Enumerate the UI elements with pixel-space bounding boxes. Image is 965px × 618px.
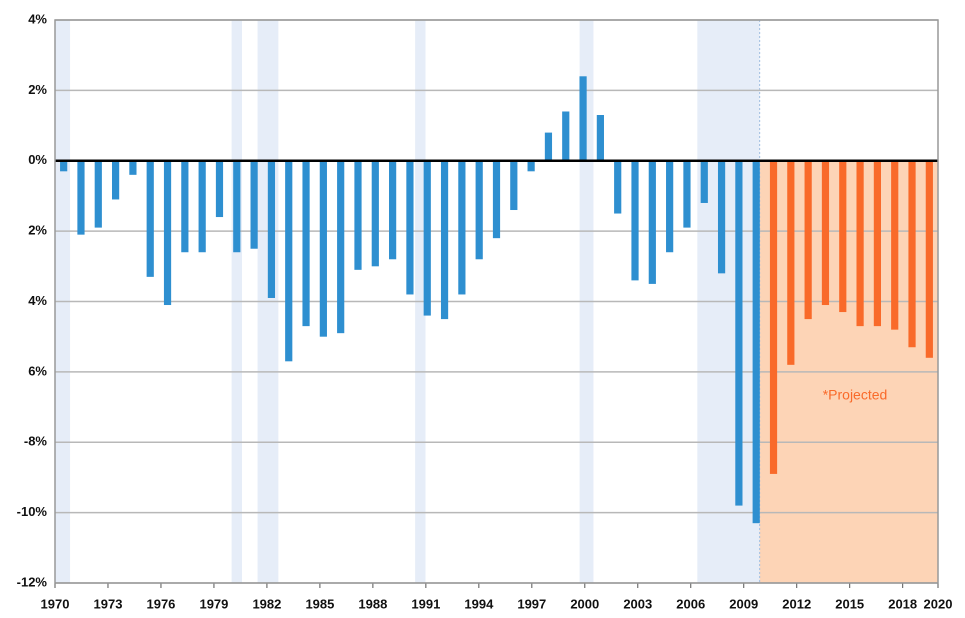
bar [458, 160, 466, 295]
bar [839, 160, 847, 313]
y-tick-label: 2% [28, 82, 47, 97]
x-tick-label: 1991 [411, 596, 440, 611]
bar [302, 160, 310, 327]
bar [631, 160, 639, 281]
y-tick-label: 2% [28, 223, 47, 238]
bar [285, 160, 293, 362]
bar [735, 160, 743, 506]
bar [60, 160, 68, 172]
annotation: *Projected [823, 387, 888, 403]
bar [821, 160, 830, 306]
x-tick-label: 1997 [517, 596, 546, 611]
bar [614, 160, 622, 214]
y-tick-label: 4% [28, 11, 47, 26]
bar [596, 115, 604, 161]
x-tick-label: 1970 [41, 596, 70, 611]
bar [440, 160, 449, 320]
bar [77, 160, 85, 235]
bar [787, 160, 795, 365]
bar [527, 160, 535, 172]
bar [769, 160, 778, 474]
bar [717, 160, 726, 274]
y-tick-label: -10% [17, 504, 48, 519]
bar [856, 160, 864, 327]
x-tick-label: 2003 [623, 596, 652, 611]
x-tick-label: 1985 [305, 596, 334, 611]
x-tick-label: 2020 [924, 596, 953, 611]
x-tick-label: 1979 [199, 596, 228, 611]
bar [267, 160, 276, 298]
bar [215, 160, 224, 218]
bar [562, 111, 570, 161]
bar [129, 160, 137, 175]
bar [319, 160, 327, 337]
bar [891, 160, 899, 330]
bar [492, 160, 501, 239]
bar [250, 160, 258, 249]
bar [925, 160, 933, 358]
x-tick-label: 2012 [782, 596, 811, 611]
bar [94, 160, 102, 228]
bar [648, 160, 656, 284]
x-tick-label: 1994 [464, 596, 494, 611]
bar [181, 160, 189, 253]
x-tick-label: 2015 [835, 596, 864, 611]
x-tick-label: 1976 [146, 596, 175, 611]
bar [666, 160, 674, 253]
bar [752, 160, 760, 524]
bar [111, 160, 120, 200]
y-tick-label: 4% [28, 293, 47, 308]
bar [700, 160, 708, 203]
bar [579, 76, 587, 161]
x-tick-label: 1973 [94, 596, 123, 611]
y-tick-label: 0% [28, 152, 47, 167]
x-tick-label: 2000 [570, 596, 599, 611]
x-tick-label: 2006 [676, 596, 705, 611]
bar [683, 160, 691, 228]
x-tick-label: 2009 [729, 596, 758, 611]
bar [804, 160, 812, 320]
bar [908, 160, 916, 348]
y-tick-label: -8% [24, 434, 48, 449]
bar [544, 132, 553, 161]
bar [389, 160, 397, 260]
y-tick-label: -12% [17, 574, 48, 589]
bar [406, 160, 414, 295]
plot-border [54, 19, 939, 584]
bar [198, 160, 206, 253]
x-tick-label: 1988 [358, 596, 387, 611]
bar [873, 160, 882, 327]
bar [146, 160, 154, 277]
y-tick-label: 6% [28, 363, 47, 378]
bar [337, 160, 345, 334]
bar [423, 160, 431, 316]
bar [371, 160, 379, 267]
bar [510, 160, 518, 211]
bar [475, 160, 483, 260]
bar [354, 160, 362, 270]
bar [233, 160, 241, 253]
x-tick-label: 2018 [888, 596, 917, 611]
bar [163, 160, 172, 306]
x-tick-label: 1982 [252, 596, 281, 611]
